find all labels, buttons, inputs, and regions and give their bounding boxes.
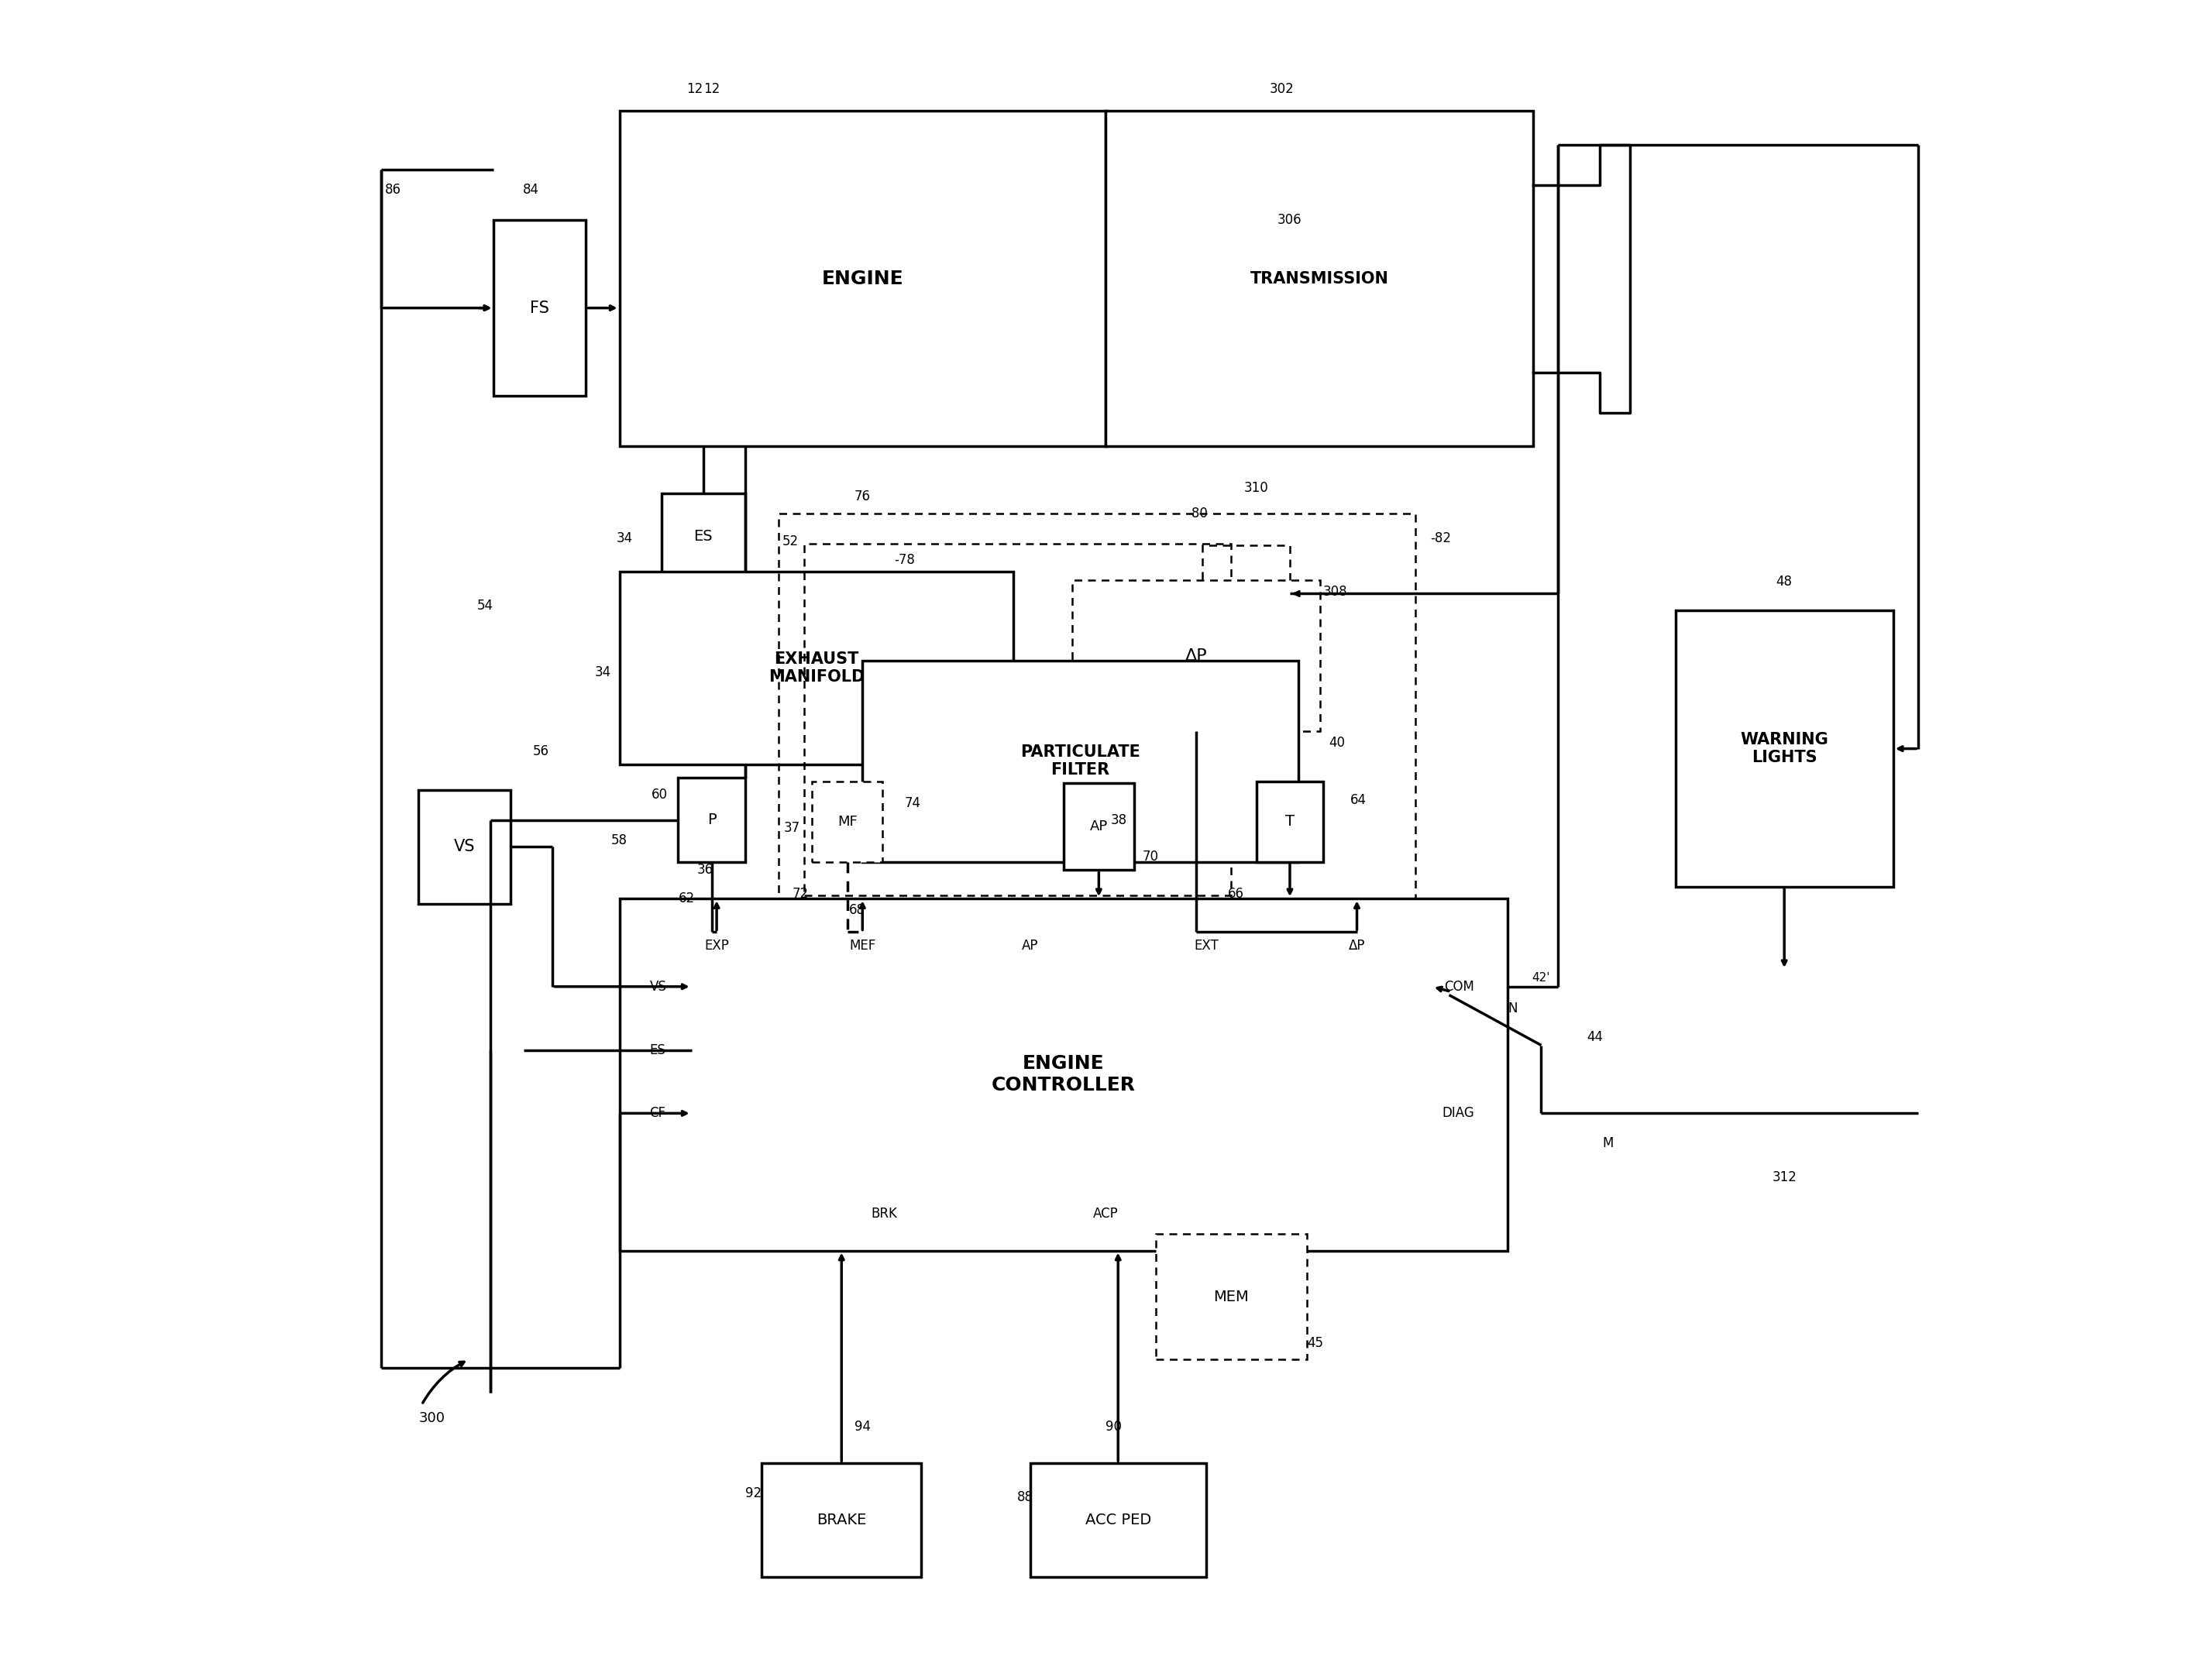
Text: EXHAUST
MANIFOLD: EXHAUST MANIFOLD (767, 652, 865, 685)
Text: BRAKE: BRAKE (816, 1514, 867, 1527)
Bar (1106, 111, 1532, 447)
Text: 34: 34 (617, 531, 632, 546)
Text: 36: 36 (696, 864, 714, 877)
Text: 34: 34 (595, 665, 610, 679)
Text: 42': 42' (1532, 973, 1550, 984)
Bar (619, 111, 1106, 447)
Text: 44: 44 (1587, 1030, 1603, 1043)
Text: 90: 90 (1106, 1420, 1121, 1433)
Text: 84: 84 (522, 183, 539, 197)
Text: 72: 72 (792, 887, 809, 900)
Text: 312: 312 (1771, 1169, 1798, 1184)
Text: ENGINE
CONTROLLER: ENGINE CONTROLLER (991, 1055, 1136, 1095)
Text: TRANSMISSION: TRANSMISSION (1249, 270, 1389, 286)
Text: 66: 66 (1227, 887, 1245, 900)
Text: 308: 308 (1322, 585, 1346, 600)
Text: -82: -82 (1431, 531, 1450, 546)
Bar (1156, 1233, 1307, 1359)
Bar (805, 543, 1232, 895)
Text: 38: 38 (1110, 813, 1128, 827)
Bar (493, 220, 586, 396)
Text: 60: 60 (652, 788, 668, 801)
Bar (1256, 781, 1324, 862)
Text: 62: 62 (679, 892, 694, 906)
Text: WARNING
LIGHTS: WARNING LIGHTS (1740, 732, 1828, 766)
Text: 306: 306 (1278, 213, 1302, 227)
Text: 68: 68 (849, 904, 865, 917)
Text: COM: COM (1444, 979, 1475, 993)
Text: CF: CF (650, 1107, 666, 1121)
Text: EXT: EXT (1194, 939, 1218, 953)
Text: MEM: MEM (1214, 1289, 1249, 1304)
Text: 56: 56 (533, 744, 548, 758)
Text: 45: 45 (1307, 1336, 1322, 1349)
Text: 70: 70 (1143, 850, 1159, 864)
Text: 48: 48 (1775, 575, 1793, 590)
Text: MF: MF (838, 815, 858, 828)
Text: 92: 92 (745, 1487, 763, 1500)
Text: 58: 58 (610, 833, 628, 847)
Bar (1072, 580, 1320, 731)
Text: 64: 64 (1351, 793, 1366, 806)
Text: ACP: ACP (1092, 1206, 1119, 1221)
Text: 76: 76 (853, 489, 871, 504)
Bar (619, 899, 1508, 1250)
Text: PARTICULATE
FILTER: PARTICULATE FILTER (1019, 744, 1141, 778)
Text: BRK: BRK (871, 1206, 898, 1221)
Text: ENGINE: ENGINE (822, 269, 904, 287)
Text: T: T (1285, 815, 1293, 828)
Text: M: M (1603, 1136, 1614, 1151)
Text: 302: 302 (1269, 82, 1293, 96)
Text: 74: 74 (904, 796, 922, 810)
Text: 54: 54 (478, 598, 493, 613)
Text: ES: ES (694, 529, 712, 544)
Text: 12: 12 (688, 82, 703, 96)
Bar (661, 494, 745, 580)
Text: 310: 310 (1245, 480, 1269, 496)
Text: 52: 52 (783, 534, 798, 549)
Bar (619, 571, 1013, 764)
Text: 12: 12 (703, 82, 721, 96)
Bar (418, 790, 511, 904)
Bar (763, 1463, 922, 1578)
Bar (679, 778, 745, 862)
Bar (862, 660, 1298, 862)
Text: DIAG: DIAG (1442, 1107, 1475, 1121)
Text: P: P (708, 813, 716, 827)
Text: 86: 86 (385, 183, 402, 197)
Bar (1203, 544, 1289, 642)
Text: EXP: EXP (705, 939, 730, 953)
Bar (811, 781, 882, 862)
Text: FS: FS (531, 301, 551, 316)
Bar (1063, 783, 1134, 870)
Text: VS: VS (453, 838, 475, 855)
Text: 94: 94 (853, 1420, 871, 1433)
Text: AP: AP (1090, 820, 1108, 833)
Bar (1676, 610, 1893, 887)
Text: AP: AP (1021, 939, 1039, 953)
Text: ES: ES (650, 1043, 666, 1057)
Text: VS: VS (650, 979, 666, 993)
Text: -78: -78 (893, 553, 915, 568)
Text: 37: 37 (785, 822, 800, 835)
Text: MEF: MEF (849, 939, 876, 953)
Text: 40: 40 (1329, 736, 1344, 749)
Text: N: N (1508, 1001, 1517, 1015)
Text: ACC PED: ACC PED (1086, 1514, 1152, 1527)
Bar (778, 512, 1415, 916)
Text: 300: 300 (418, 1411, 444, 1425)
Bar (1030, 1463, 1205, 1578)
Text: 88: 88 (1017, 1490, 1033, 1504)
Text: ΔP: ΔP (1185, 648, 1207, 664)
Text: ΔP: ΔP (1349, 939, 1364, 953)
Text: -80: -80 (1187, 506, 1207, 521)
